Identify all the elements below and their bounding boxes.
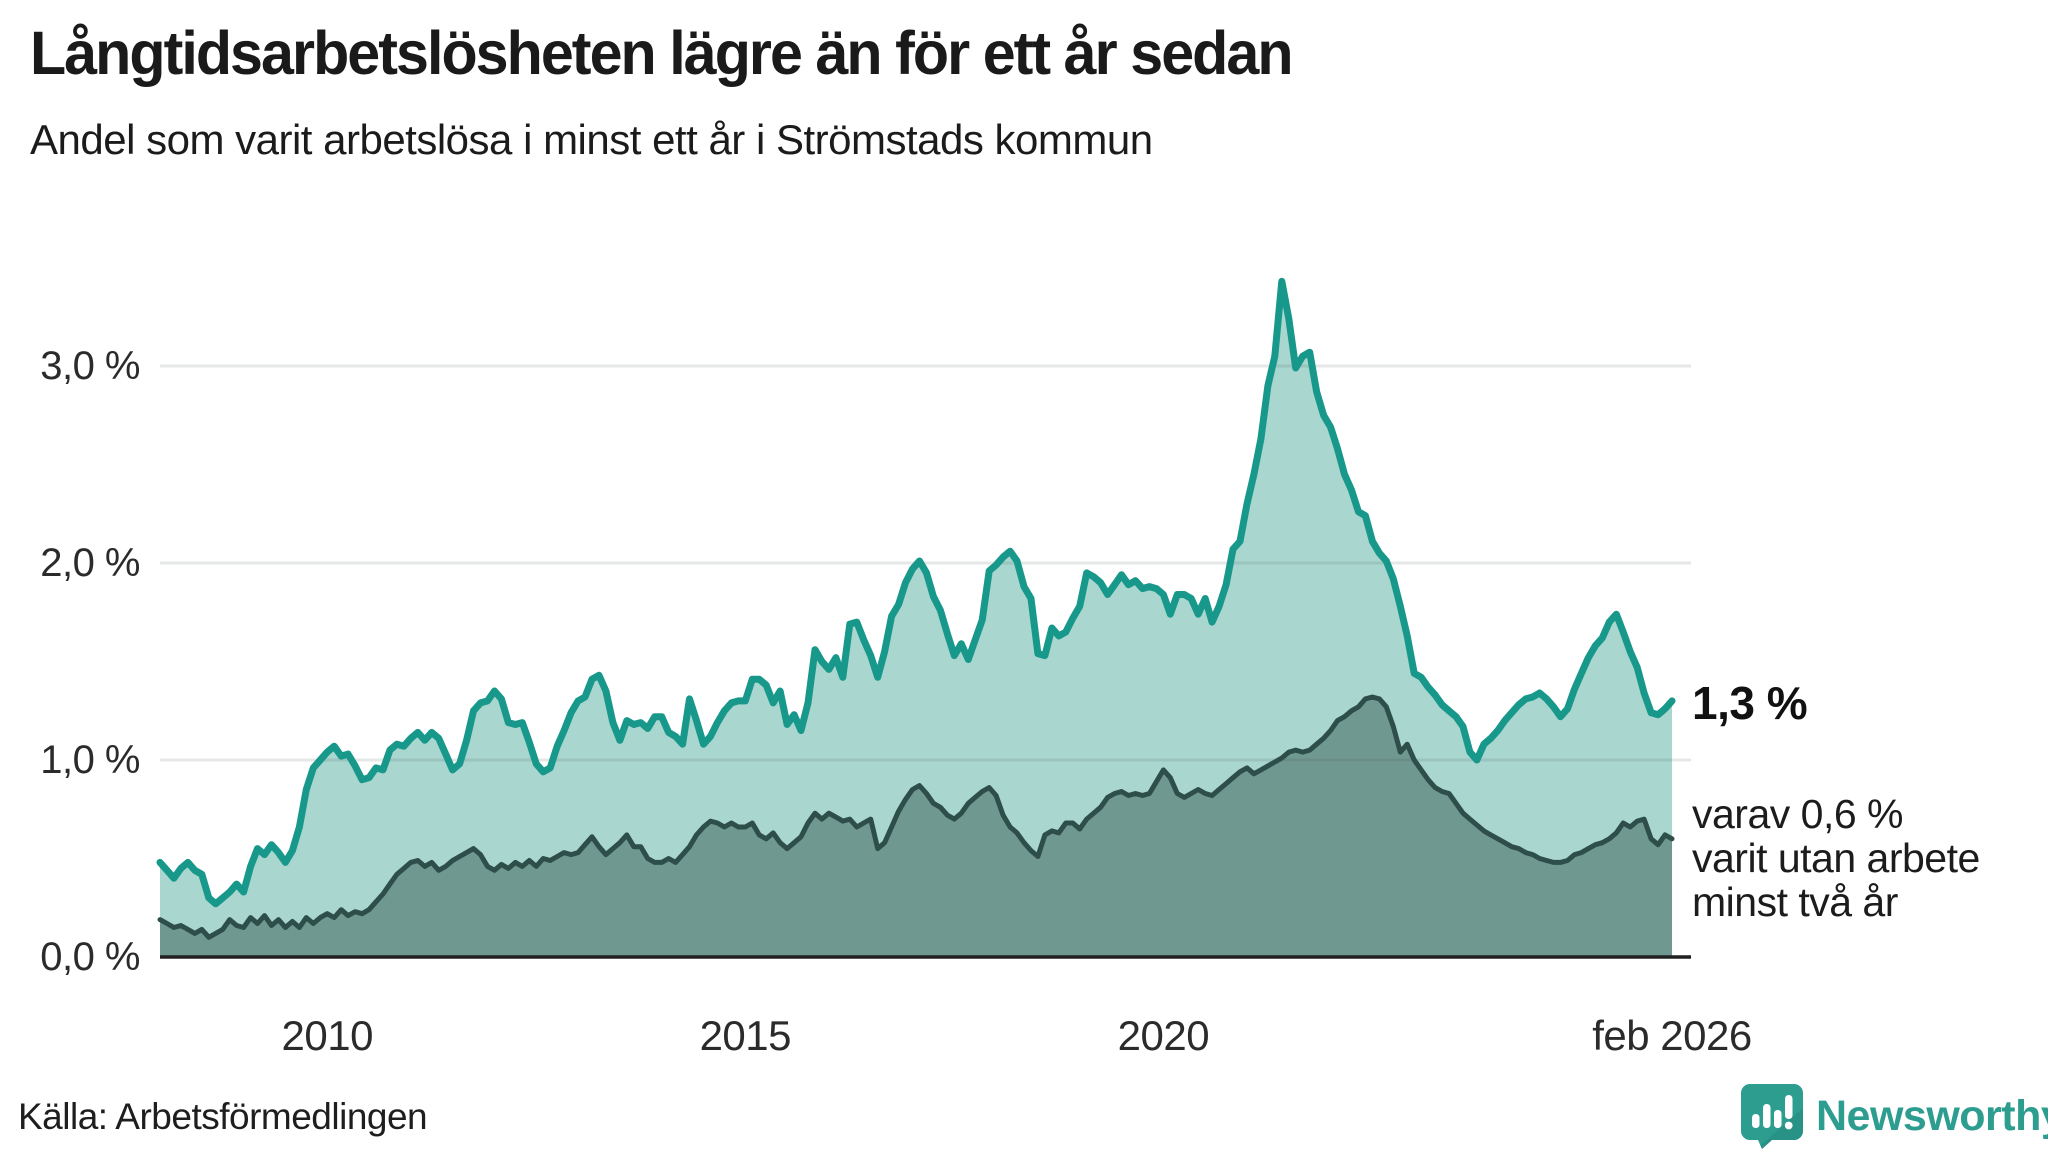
latest-value-annotation: 1,3 % (1692, 677, 1808, 729)
series-line-2 (157, 694, 1675, 940)
source-attribution: Källa: Arbetsförmedlingen (18, 1096, 428, 1137)
page-title: Långtidsarbetslösheten lägre än för ett … (30, 19, 1294, 87)
newsworthy-wordmark: Newsworthy (1816, 1091, 2048, 1140)
y-axis-tick-label: 0,0 % (40, 935, 140, 979)
annotation-line: minst två år (1692, 879, 1898, 925)
newsworthy-speech-bubble-icon (1741, 1084, 1803, 1149)
newsworthy-logo: Newsworthy (1740, 1083, 2048, 1149)
annotation-line: varit utan arbete (1692, 835, 1980, 881)
page-subtitle: Andel som varit arbetslösa i minst ett å… (30, 116, 1153, 163)
series-line-1 (156, 277, 1676, 908)
annotation-line: varav 0,6 % (1692, 791, 1903, 837)
y-axis-tick-label: 2,0 % (40, 541, 140, 585)
x-axis-tick-label: 2015 (699, 1012, 792, 1059)
x-axis-tick-label: 2020 (1117, 1012, 1210, 1059)
x-axis-tick-label: feb 2026 (1592, 1012, 1752, 1059)
secondary-series-annotation: varav 0,6 % varit utan arbete minst två … (1692, 792, 1980, 924)
series-area-fill-2 (160, 697, 1672, 957)
x-axis-tick-label: 2010 (281, 1012, 374, 1059)
y-axis-tick-label: 1,0 % (40, 738, 140, 782)
y-axis-tick-label: 3,0 % (40, 344, 140, 388)
